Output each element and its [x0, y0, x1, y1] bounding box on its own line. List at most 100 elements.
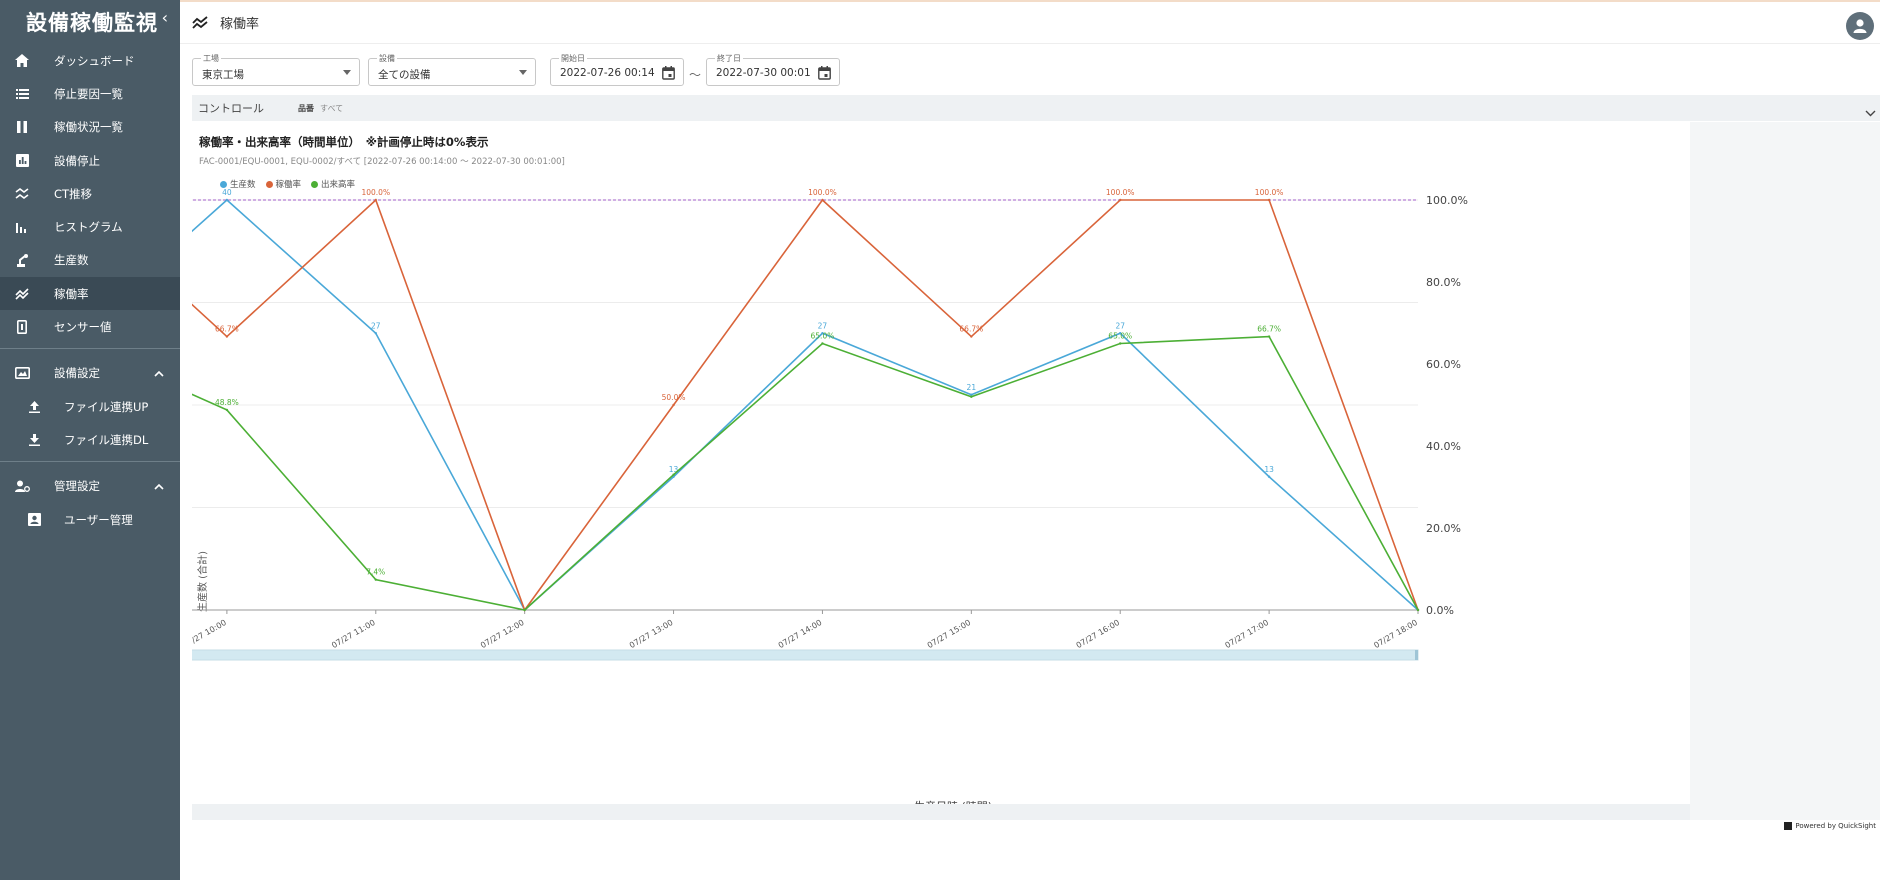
factory-select-label: 工場: [201, 53, 221, 64]
control-part-value: すべて: [320, 103, 344, 113]
chart-visual: 稼働率・出来高率（時間単位） ※計画停止時は0%表示 FAC-0001/EQU-…: [192, 122, 1690, 820]
start-date-value: 2022-07-26 00:14: [560, 67, 655, 79]
sidebar-group-admin-settings[interactable]: 管理設定: [0, 470, 180, 503]
end-date-field[interactable]: 終了日 2022-07-30 00:01: [706, 53, 840, 86]
sidebar-item-histogram[interactable]: ヒストグラム: [0, 210, 180, 243]
user-gear-icon: [14, 478, 30, 494]
chart-plot: 0102030400.0%20.0%40.0%60.0%80.0%100.0%0…: [192, 188, 1468, 661]
divider: [0, 460, 180, 462]
data-point: [1119, 342, 1122, 345]
data-label: 48.8%: [215, 398, 239, 407]
data-point: [970, 335, 973, 338]
sidebar-item-production[interactable]: 生産数: [0, 244, 180, 277]
sidebar-item-file-download[interactable]: ファイル連携DL: [0, 423, 180, 456]
start-date-label: 開始日: [559, 53, 587, 64]
legend-label: 生産数: [230, 180, 256, 190]
sidebar-item-label: ヒストグラム: [54, 220, 123, 235]
data-point: [672, 473, 675, 476]
data-label: 40: [222, 188, 232, 197]
factory-select[interactable]: 工場 東京工場: [192, 53, 360, 86]
x-tick-label: 07/27 12:00: [479, 618, 526, 650]
x-tick-label: 07/27 13:00: [628, 618, 675, 650]
sidebar-item-ct-trend[interactable]: CT推移: [0, 177, 180, 210]
end-date-value: 2022-07-30 00:01: [716, 67, 811, 79]
sidebar-item-label: 停止要因一覧: [54, 86, 123, 101]
trend-icon: [14, 186, 30, 202]
data-label: 65.0%: [1108, 332, 1132, 341]
y-right-tick-label: 100.0%: [1426, 194, 1468, 207]
download-icon: [26, 432, 42, 448]
sidebar-item-label: ファイル連携DL: [64, 432, 149, 447]
sidebar-item-sensor[interactable]: センサー値: [0, 310, 180, 343]
data-label: 100.0%: [1255, 188, 1284, 197]
data-point: [225, 408, 229, 412]
sidebar-group-equipment-settings[interactable]: 設備設定: [0, 357, 180, 390]
powered-by-label: Powered by QuickSight: [1795, 822, 1876, 830]
data-label: 27: [818, 321, 828, 330]
range-slider-handle-right[interactable]: [1415, 650, 1418, 660]
sidebar-group-label: 管理設定: [54, 479, 100, 494]
range-slider-track[interactable]: [192, 649, 1419, 661]
chart-line-icon: [192, 16, 208, 29]
legend-label: 出来高率: [321, 180, 356, 190]
collapse-sidebar-icon[interactable]: ‹: [161, 8, 168, 27]
legend-item-production[interactable]: 生産数: [220, 178, 256, 190]
data-point: [821, 198, 824, 202]
y-right-tick-label: 0.0%: [1426, 604, 1454, 617]
sidebar-item-label: ユーザー管理: [64, 512, 133, 527]
calendar-icon[interactable]: [818, 65, 831, 84]
series-line: [192, 335, 1419, 611]
sidebar-item-user-management[interactable]: ユーザー管理: [0, 503, 180, 536]
data-point: [1416, 608, 1420, 612]
data-point: [1267, 475, 1271, 478]
sidebar-item-label: 稼働率: [54, 286, 89, 301]
account-avatar-icon[interactable]: [1846, 12, 1874, 40]
data-point: [374, 198, 377, 202]
chart-footer-strip: [192, 804, 1690, 820]
legend-item-operating-rate[interactable]: 稼働率: [265, 178, 301, 190]
sidebar-item-label: 生産数: [54, 253, 89, 268]
sidebar-item-label: 稼働状況一覧: [54, 120, 123, 135]
robot-arm-icon: [14, 252, 30, 268]
control-bar[interactable]: コントロール 品番 すべて: [192, 95, 1880, 121]
sidebar-item-equipment-stop[interactable]: 設備停止: [0, 144, 180, 177]
sidebar-group-label: 設備設定: [54, 366, 100, 381]
sidebar-item-label: CT推移: [54, 186, 93, 201]
sidebar-item-file-upload[interactable]: ファイル連携UP: [0, 390, 180, 423]
sidebar-item-operating-rate[interactable]: 稼働率: [0, 277, 180, 311]
equipment-select[interactable]: 設備 全ての設備: [368, 53, 536, 86]
legend-item-output-rate[interactable]: 出来高率: [311, 178, 355, 190]
sidebar-item-operation-status[interactable]: 稼働状況一覧: [0, 111, 180, 144]
chart-title: 稼働率・出来高率（時間単位） ※計画停止時は0%表示: [199, 135, 489, 149]
x-tick-label: 07/27 14:00: [777, 618, 824, 650]
powered-by: Powered by QuickSight: [1784, 822, 1876, 830]
control-part-key: 品番: [298, 103, 314, 113]
data-label: 100.0%: [808, 188, 837, 197]
series-line: [192, 198, 1419, 612]
control-label: コントロール: [198, 102, 264, 115]
data-point: [672, 403, 675, 407]
start-date-field[interactable]: 開始日 2022-07-26 00:14: [550, 53, 684, 86]
chevron-down-icon[interactable]: [1865, 102, 1876, 121]
pause-icon: [14, 119, 30, 135]
x-tick-label: 07/27 10:00: [192, 618, 228, 650]
y-right-tick-label: 40.0%: [1426, 440, 1461, 453]
quicksight-logo-icon: [1784, 822, 1793, 830]
top-bar: 稼働率: [180, 0, 1880, 44]
data-label: 100.0%: [1106, 188, 1135, 197]
data-label: 21: [967, 383, 977, 392]
legend-marker: [220, 180, 227, 188]
sidebar-item-dashboard[interactable]: ダッシュボード: [0, 44, 180, 77]
data-point: [970, 393, 973, 396]
data-point: [970, 395, 973, 398]
chevron-up-icon: [154, 479, 164, 493]
data-point: [1267, 198, 1271, 202]
x-tick-label: 07/27 15:00: [926, 618, 973, 650]
x-tick-label: 07/27 11:00: [330, 618, 377, 650]
data-point: [821, 332, 824, 335]
sidebar-item-stop-reasons[interactable]: 停止要因一覧: [0, 77, 180, 110]
sidebar-item-label: ダッシュボード: [54, 53, 135, 68]
data-label: 13: [1264, 465, 1274, 474]
calendar-icon[interactable]: [662, 65, 675, 84]
sidebar-nav: ダッシュボード 停止要因一覧 稼働状況一覧 設備停止: [0, 44, 180, 344]
